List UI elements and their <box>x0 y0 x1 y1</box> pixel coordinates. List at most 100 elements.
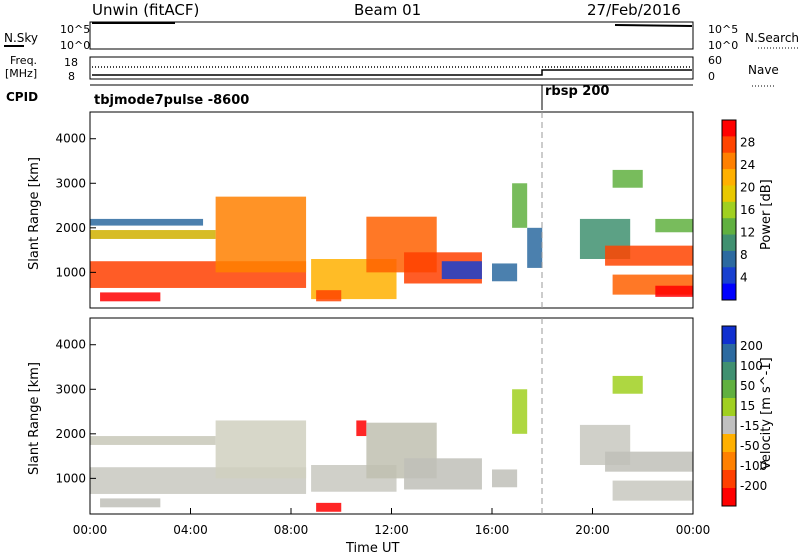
freq-tick-top: 18 <box>64 56 78 69</box>
velocity-ylabel: Slant Range [km] <box>27 362 42 475</box>
colorbar-swatch <box>722 152 736 170</box>
nave-trace <box>92 69 692 76</box>
colorbar-swatch <box>722 398 736 417</box>
colorbar-swatch <box>722 434 736 453</box>
colorbar-swatch <box>722 326 736 345</box>
colorbar-swatch <box>722 169 736 186</box>
colorbar-swatch <box>722 470 736 489</box>
velocity-xlabel: Time UT <box>345 541 399 554</box>
colorbar-tick-label: 20 <box>740 181 755 195</box>
colorbar-tick-label: 50 <box>740 379 755 393</box>
power-colorbar-label: Power [dB] <box>759 179 774 250</box>
velocity-bands <box>90 375 693 512</box>
y-tick-label: 2000 <box>55 221 86 235</box>
nsky-tick-top: 10^5 <box>60 23 90 36</box>
freq-tick-bottom: 8 <box>68 70 75 83</box>
colorbar-tick-label: -100 <box>740 459 767 473</box>
velocity-panel: 4000 3000 2000 1000 00:00 04:00 08:00 12:00 16:… <box>27 317 774 554</box>
colorbar-swatch <box>722 136 736 154</box>
echo-band-14 <box>605 245 693 266</box>
x-tick-label: 16:00 <box>475 523 510 537</box>
power-colorbar: 28 24 20 16 12 8 4 <box>721 119 755 301</box>
x-tick-label: 00:00 <box>676 523 711 537</box>
echo-band-14 <box>612 375 643 394</box>
colorbar-tick-label: -200 <box>740 479 767 493</box>
colorbar-swatch <box>722 250 736 268</box>
colorbar-tick-label: 200 <box>740 339 763 353</box>
colorbar-tick-label: 4 <box>740 271 748 285</box>
colorbar-swatch <box>722 344 736 363</box>
cpid-label: CPID <box>6 90 38 104</box>
colorbar-frame <box>721 325 737 507</box>
x-tick-label: 12:00 <box>374 523 409 537</box>
power-panel: 4000 3000 2000 1000 Slant Range [km] 28 24 20… <box>27 111 774 309</box>
colorbar-swatch <box>722 362 736 381</box>
y-tick-label: 3000 <box>55 176 86 190</box>
cpid-panel: CPID tbjmode7pulse -8600 rbsp 200 <box>6 84 693 110</box>
colorbar-swatch <box>722 416 736 435</box>
nave-tick-bottom: 0 <box>708 70 715 83</box>
colorbar-tick-label: 12 <box>740 226 755 240</box>
colorbar-frame <box>721 119 737 301</box>
echo-band-3 <box>215 420 307 479</box>
colorbar-swatch <box>722 120 736 137</box>
nsky-panel: N.Sky 10^5 10^0 10^5 10^0 N.Search <box>4 21 799 52</box>
echo-band-9 <box>492 469 518 488</box>
echo-band-18 <box>655 218 693 233</box>
beam-label: Beam 01 <box>354 1 422 19</box>
nave-tick-top: 60 <box>708 54 722 67</box>
velocity-colorbar-label: Velocity [m s^-1] <box>759 357 774 470</box>
y-tick-label: 4000 <box>55 132 86 146</box>
power-yticks: 4000 3000 2000 1000 <box>55 132 96 279</box>
echo-band-10 <box>512 389 528 434</box>
echo-band-12 <box>605 451 693 472</box>
colorbar-tick-label: -50 <box>740 439 760 453</box>
nsky-label: N.Sky <box>4 31 38 45</box>
colorbar-tick-label: -15 <box>740 419 760 433</box>
y-tick-label: 3000 <box>55 382 86 396</box>
nsearch-label: N.Search <box>745 31 799 45</box>
colorbar-swatch <box>722 201 736 219</box>
velocity-colorbar: 200 100 50 15 -15 -50 -100 -200 <box>721 325 767 507</box>
colorbar-swatch <box>722 380 736 399</box>
colorbar-swatch <box>722 185 736 203</box>
nsearch-tick-top: 10^5 <box>708 23 738 36</box>
y-tick-label: 2000 <box>55 427 86 441</box>
velocity-yticks: 4000 3000 2000 1000 <box>55 338 96 485</box>
nsearch-trace <box>614 24 693 27</box>
colorbar-swatch <box>722 488 736 507</box>
echo-band-13 <box>612 480 693 501</box>
echo-band-2 <box>90 436 216 445</box>
colorbar-tick-label: 100 <box>740 359 763 373</box>
colorbar-tick-label: 24 <box>740 158 755 172</box>
echo-band-16 <box>655 285 693 297</box>
colorbar-tick-label: 8 <box>740 248 748 262</box>
freq-panel: Freq. [MHz] 18 8 60 0 Nave <box>5 54 779 87</box>
power-bands <box>90 169 693 302</box>
colorbar-swatch <box>722 283 736 301</box>
velocity-xticks: 00:00 04:00 08:00 12:00 16:00 20:00 00:00 <box>73 508 711 537</box>
echo-band-4 <box>215 196 307 273</box>
echo-band-6 <box>356 420 367 437</box>
nsky-tick-bottom: 10^0 <box>60 39 90 52</box>
colorbar-tick-label: 15 <box>740 399 755 413</box>
echo-band-5 <box>316 502 342 512</box>
nave-label: Nave <box>748 63 779 77</box>
colorbar-swatch <box>722 218 736 236</box>
y-tick-label: 1000 <box>55 265 86 279</box>
date-label: 27/Feb/2016 <box>587 1 681 19</box>
freq-label-1: Freq. <box>10 54 37 67</box>
colorbar-swatch <box>722 234 736 252</box>
echo-band-9 <box>441 261 482 280</box>
cpid-mode-b: rbsp 200 <box>545 84 609 99</box>
echo-band-8 <box>404 458 482 490</box>
freq-label-2: [MHz] <box>5 67 37 80</box>
echo-band-12 <box>527 227 543 268</box>
echo-band-10 <box>492 263 518 282</box>
echo-band-1 <box>100 498 161 508</box>
radar-title: Unwin (fitACF) <box>92 1 200 19</box>
colorbar-tick-label: 16 <box>740 203 755 217</box>
colorbar-swatch <box>722 452 736 471</box>
colorbar-swatch <box>722 267 736 285</box>
power-ylabel: Slant Range [km] <box>27 157 42 270</box>
